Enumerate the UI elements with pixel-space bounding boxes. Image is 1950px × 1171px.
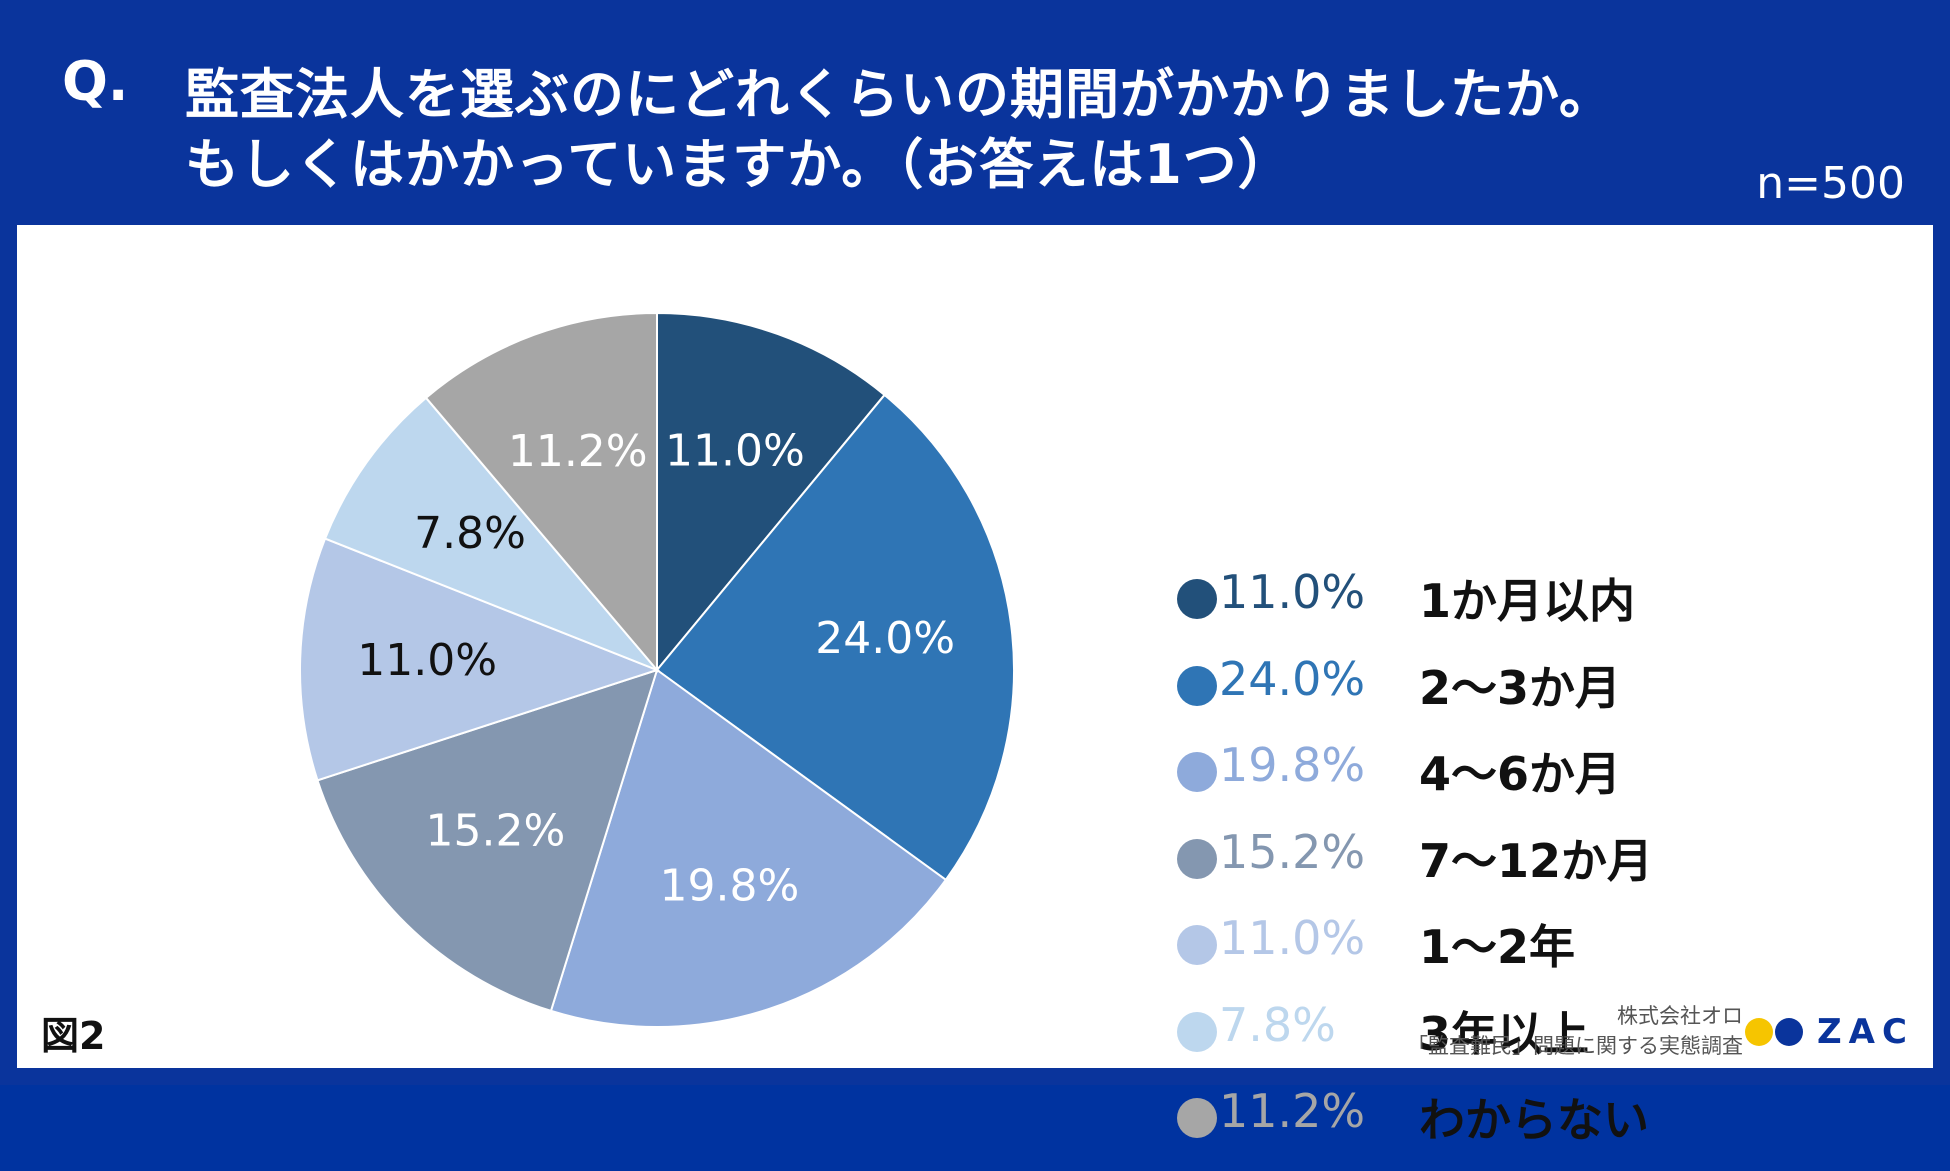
legend-category: 4〜6か月 [1419, 747, 1622, 801]
source-company: 株式会社オロ [1617, 1004, 1743, 1028]
logo-blue-dot [1775, 1018, 1803, 1046]
chart-panel: 11.0% 24.0% 19.8% 15.2% 11.0% 7.8% 11.2% 11.0%… [17, 225, 1933, 1147]
source-survey: 「監査難民」問題に関する実態調査 [1407, 1034, 1743, 1058]
legend-swatch [1177, 579, 1217, 619]
legend-percent: 24.0% [1219, 651, 1366, 706]
legend-percent: 15.2% [1219, 824, 1366, 879]
legend-item: 11.2% わからない [1177, 1084, 1777, 1171]
legend-item: 11.0% 1か月以内 [1177, 565, 1777, 652]
legend-category: わからない [1419, 1093, 1649, 1147]
legend-swatch [1177, 1098, 1217, 1138]
legend: 11.0% 1か月以内 24.0% 2〜3か月 19.8% 4〜6か月 15.2% 7〜12か… [1177, 565, 1777, 1171]
question-number: Q. [62, 50, 129, 113]
legend-item: 24.0% 2〜3か月 [1177, 652, 1777, 739]
pie-slice [549, 668, 948, 1028]
zac-logo: ZAC [1745, 1012, 1907, 1052]
slice-data-label: 15.2% [425, 806, 565, 857]
source-credit: 株式会社オロ 「監査難民」問題に関する実態調査 [1407, 1001, 1743, 1061]
figure-label: 図2 [41, 1014, 106, 1058]
legend-item: 7.8% 3年以上 [1177, 998, 1777, 1085]
legend-percent: 11.0% [1219, 565, 1366, 619]
logo-text: ZAC [1817, 1012, 1914, 1052]
legend-swatch [1177, 925, 1217, 965]
legend-percent: 7.8% [1219, 997, 1336, 1052]
slice-data-label: 11.0% [665, 426, 805, 477]
legend-item: 15.2% 7〜12か月 [1177, 825, 1777, 912]
legend-item: 19.8% 4〜6か月 [1177, 738, 1777, 825]
logo-yellow-dot [1745, 1018, 1773, 1046]
legend-percent: 11.0% [1219, 911, 1366, 965]
question-text-line2: もしくはかかっていますか。（お答えは1つ） [185, 133, 1293, 196]
pie-slice [655, 393, 1015, 882]
pie-slice [323, 396, 658, 671]
legend-percent: 19.8% [1219, 738, 1366, 792]
pie-slice [424, 311, 658, 673]
survey-figure: Q. 監査法人を選ぶのにどれくらいの期間がかかりましたか。 もしくはかかっていま… [17, 50, 1933, 1147]
pie-chart: 11.0% 24.0% 19.8% 15.2% 11.0% 7.8% 11.2% [299, 311, 1015, 1028]
pie-slice [299, 537, 660, 782]
legend-swatch [1177, 1011, 1217, 1052]
legend-category: 1〜2年 [1419, 920, 1576, 974]
legend-category: 7〜12か月 [1419, 833, 1654, 888]
legend-item: 11.0% 1〜2年 [1177, 911, 1777, 998]
legend-category: 1か月以内 [1419, 574, 1636, 628]
legend-category: 2〜3か月 [1419, 660, 1622, 715]
slice-data-label: 11.0% [357, 635, 497, 686]
legend-percent: 11.2% [1219, 1084, 1366, 1138]
sample-size: n=500 [1756, 158, 1905, 209]
slice-data-label: 11.2% [508, 426, 648, 477]
slice-data-label: 24.0% [815, 613, 955, 664]
legend-swatch [1177, 752, 1217, 792]
slice-data-label: 7.8% [414, 508, 526, 559]
legend-category: 3年以上 [1419, 1006, 1590, 1061]
legend-swatch [1177, 665, 1217, 706]
legend-swatch [1177, 838, 1217, 879]
pie-slice [656, 311, 886, 673]
slice-data-label: 19.8% [660, 860, 800, 911]
question-text-line1: 監査法人を選ぶのにどれくらいの期間がかかりましたか。 [185, 63, 1614, 126]
pie-slice [316, 668, 659, 1013]
